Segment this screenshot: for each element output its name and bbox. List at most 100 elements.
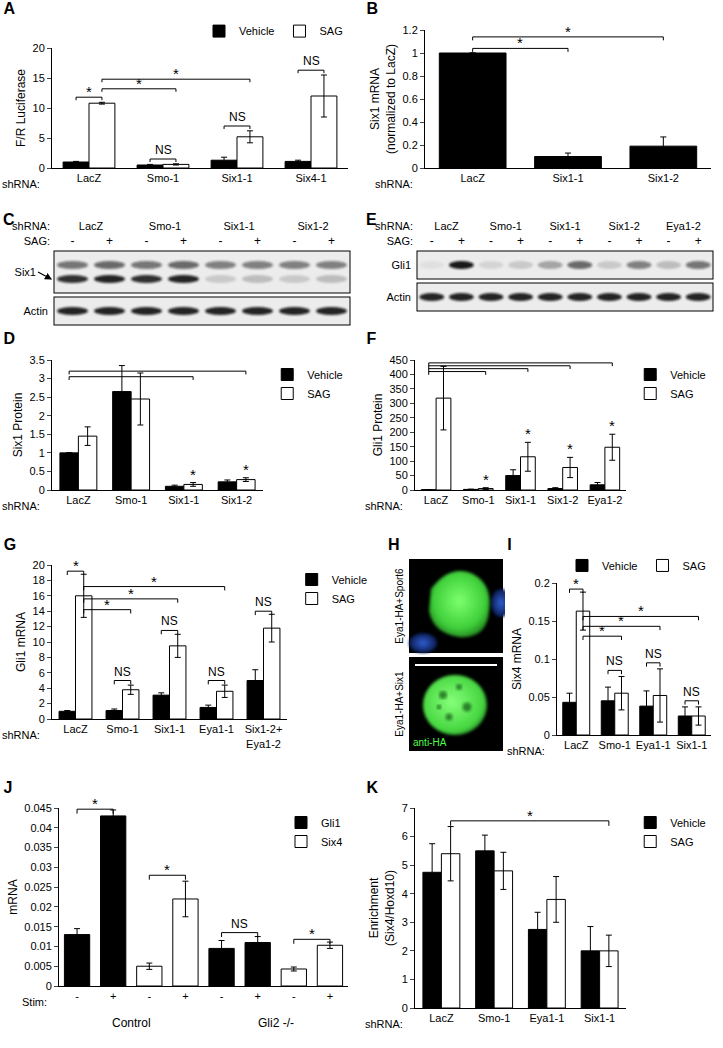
svg-text:-: -	[147, 990, 151, 1002]
svg-text:Six1-1: Six1-1	[221, 172, 252, 184]
svg-text:LacZ: LacZ	[424, 494, 449, 506]
svg-text:*: *	[86, 83, 92, 100]
svg-text:0.2: 0.2	[535, 577, 550, 589]
svg-text:Six4 mRNA: Six4 mRNA	[510, 628, 524, 690]
svg-text:12: 12	[33, 620, 45, 632]
svg-text:0.035: 0.035	[24, 841, 52, 853]
svg-text:15: 15	[33, 72, 45, 84]
svg-text:Six1-1: Six1-1	[223, 220, 254, 232]
svg-text:LacZ: LacZ	[63, 723, 88, 735]
svg-text:*: *	[128, 585, 134, 602]
svg-text:LacZ: LacZ	[564, 739, 589, 751]
svg-text:Control: Control	[112, 1016, 151, 1030]
svg-text:0.02: 0.02	[30, 901, 51, 913]
svg-text:-: -	[489, 234, 493, 248]
svg-text:6: 6	[402, 830, 408, 842]
svg-text:+: +	[327, 990, 333, 1002]
svg-text:Gli1 Protein: Gli1 Protein	[371, 394, 385, 457]
svg-text:+: +	[254, 234, 261, 248]
svg-text:0: 0	[544, 729, 550, 741]
svg-text:D: D	[4, 330, 16, 347]
svg-text:2: 2	[402, 945, 408, 957]
svg-text:*: *	[483, 471, 489, 488]
svg-text:Six1-1: Six1-1	[584, 1012, 615, 1024]
svg-text:0.6: 0.6	[403, 93, 418, 105]
svg-text:Six1 mRNA(normalized to LacZ): Six1 mRNA(normalized to LacZ)	[368, 44, 398, 154]
svg-text:B: B	[367, 0, 379, 17]
svg-text:shRNA:: shRNA:	[2, 729, 40, 741]
svg-text:mRNA: mRNA	[6, 879, 20, 914]
svg-text:NS: NS	[303, 54, 320, 68]
svg-text:NS: NS	[606, 654, 623, 668]
svg-text:Vehicle: Vehicle	[602, 560, 637, 572]
svg-text:16: 16	[33, 590, 45, 602]
svg-text:*: *	[565, 23, 571, 40]
svg-text:Vehicle: Vehicle	[670, 369, 705, 381]
svg-text:Smo-1: Smo-1	[147, 172, 179, 184]
svg-text:A: A	[4, 0, 16, 17]
svg-text:SAG: SAG	[319, 25, 342, 37]
svg-text:*: *	[136, 75, 142, 92]
svg-text:+: +	[695, 234, 702, 248]
svg-text:*: *	[309, 925, 315, 942]
svg-text:5: 5	[39, 132, 45, 144]
svg-text:NS: NS	[208, 665, 225, 679]
svg-text:-: -	[145, 234, 149, 248]
svg-text:Eya1-1: Eya1-1	[529, 1012, 564, 1024]
svg-text:NS: NS	[645, 647, 662, 661]
svg-text:-: -	[548, 234, 552, 248]
svg-text:+: +	[254, 990, 260, 1002]
svg-text:+: +	[576, 234, 583, 248]
svg-text:+: +	[106, 234, 113, 248]
svg-text:shRNA:: shRNA:	[375, 220, 413, 232]
svg-text:20: 20	[33, 42, 45, 54]
svg-text:2: 2	[39, 410, 45, 422]
svg-text:*: *	[151, 573, 157, 590]
svg-text:J: J	[4, 779, 13, 796]
svg-text:shRNA:: shRNA:	[365, 500, 403, 512]
svg-text:*: *	[618, 612, 624, 629]
svg-text:-: -	[75, 990, 79, 1002]
svg-text:400: 400	[389, 368, 407, 380]
svg-text:4: 4	[402, 888, 408, 900]
svg-text:0.1: 0.1	[535, 653, 550, 665]
svg-text:SAG:: SAG:	[24, 235, 50, 247]
svg-text:Eya1-1: Eya1-1	[636, 739, 671, 751]
svg-text:*: *	[573, 575, 579, 592]
svg-text:NS: NS	[231, 917, 248, 931]
svg-text:*: *	[164, 861, 170, 878]
svg-text:6: 6	[39, 667, 45, 679]
svg-text:0.8: 0.8	[403, 70, 418, 82]
svg-text:*: *	[638, 602, 644, 619]
svg-text:*: *	[173, 65, 179, 82]
svg-text:+: +	[110, 990, 116, 1002]
svg-text:7: 7	[402, 802, 408, 814]
svg-text:0: 0	[39, 162, 45, 174]
svg-text:+: +	[328, 234, 335, 248]
svg-text:Vehicle: Vehicle	[332, 574, 367, 586]
svg-text:Six1-1: Six1-1	[552, 172, 583, 184]
svg-text:+: +	[517, 234, 524, 248]
svg-text:0.15: 0.15	[528, 615, 549, 627]
svg-text:+: +	[458, 234, 465, 248]
svg-text:G: G	[4, 536, 16, 553]
svg-text:I: I	[507, 536, 511, 553]
svg-text:0.2: 0.2	[403, 139, 418, 151]
svg-text:Gli1: Gli1	[321, 817, 341, 829]
svg-text:0.5: 0.5	[30, 465, 45, 477]
svg-text:LacZ: LacZ	[66, 494, 91, 506]
svg-text:LacZ: LacZ	[434, 220, 459, 232]
svg-text:Six1-2: Six1-2	[297, 220, 328, 232]
svg-text:+: +	[182, 990, 188, 1002]
svg-text:Smo-1: Smo-1	[599, 739, 631, 751]
svg-text:14: 14	[33, 605, 45, 617]
svg-text:Vehicle: Vehicle	[307, 369, 342, 381]
svg-text:20: 20	[33, 559, 45, 571]
svg-text:LacZ: LacZ	[77, 172, 102, 184]
svg-text:LacZ: LacZ	[460, 172, 485, 184]
svg-text:Smo-1: Smo-1	[478, 1012, 510, 1024]
svg-text:Vehicle: Vehicle	[239, 25, 274, 37]
svg-text:1: 1	[402, 973, 408, 985]
svg-text:Enrichment(Six4/Hoxd10): Enrichment(Six4/Hoxd10)	[367, 870, 397, 946]
svg-text:1: 1	[39, 447, 45, 459]
